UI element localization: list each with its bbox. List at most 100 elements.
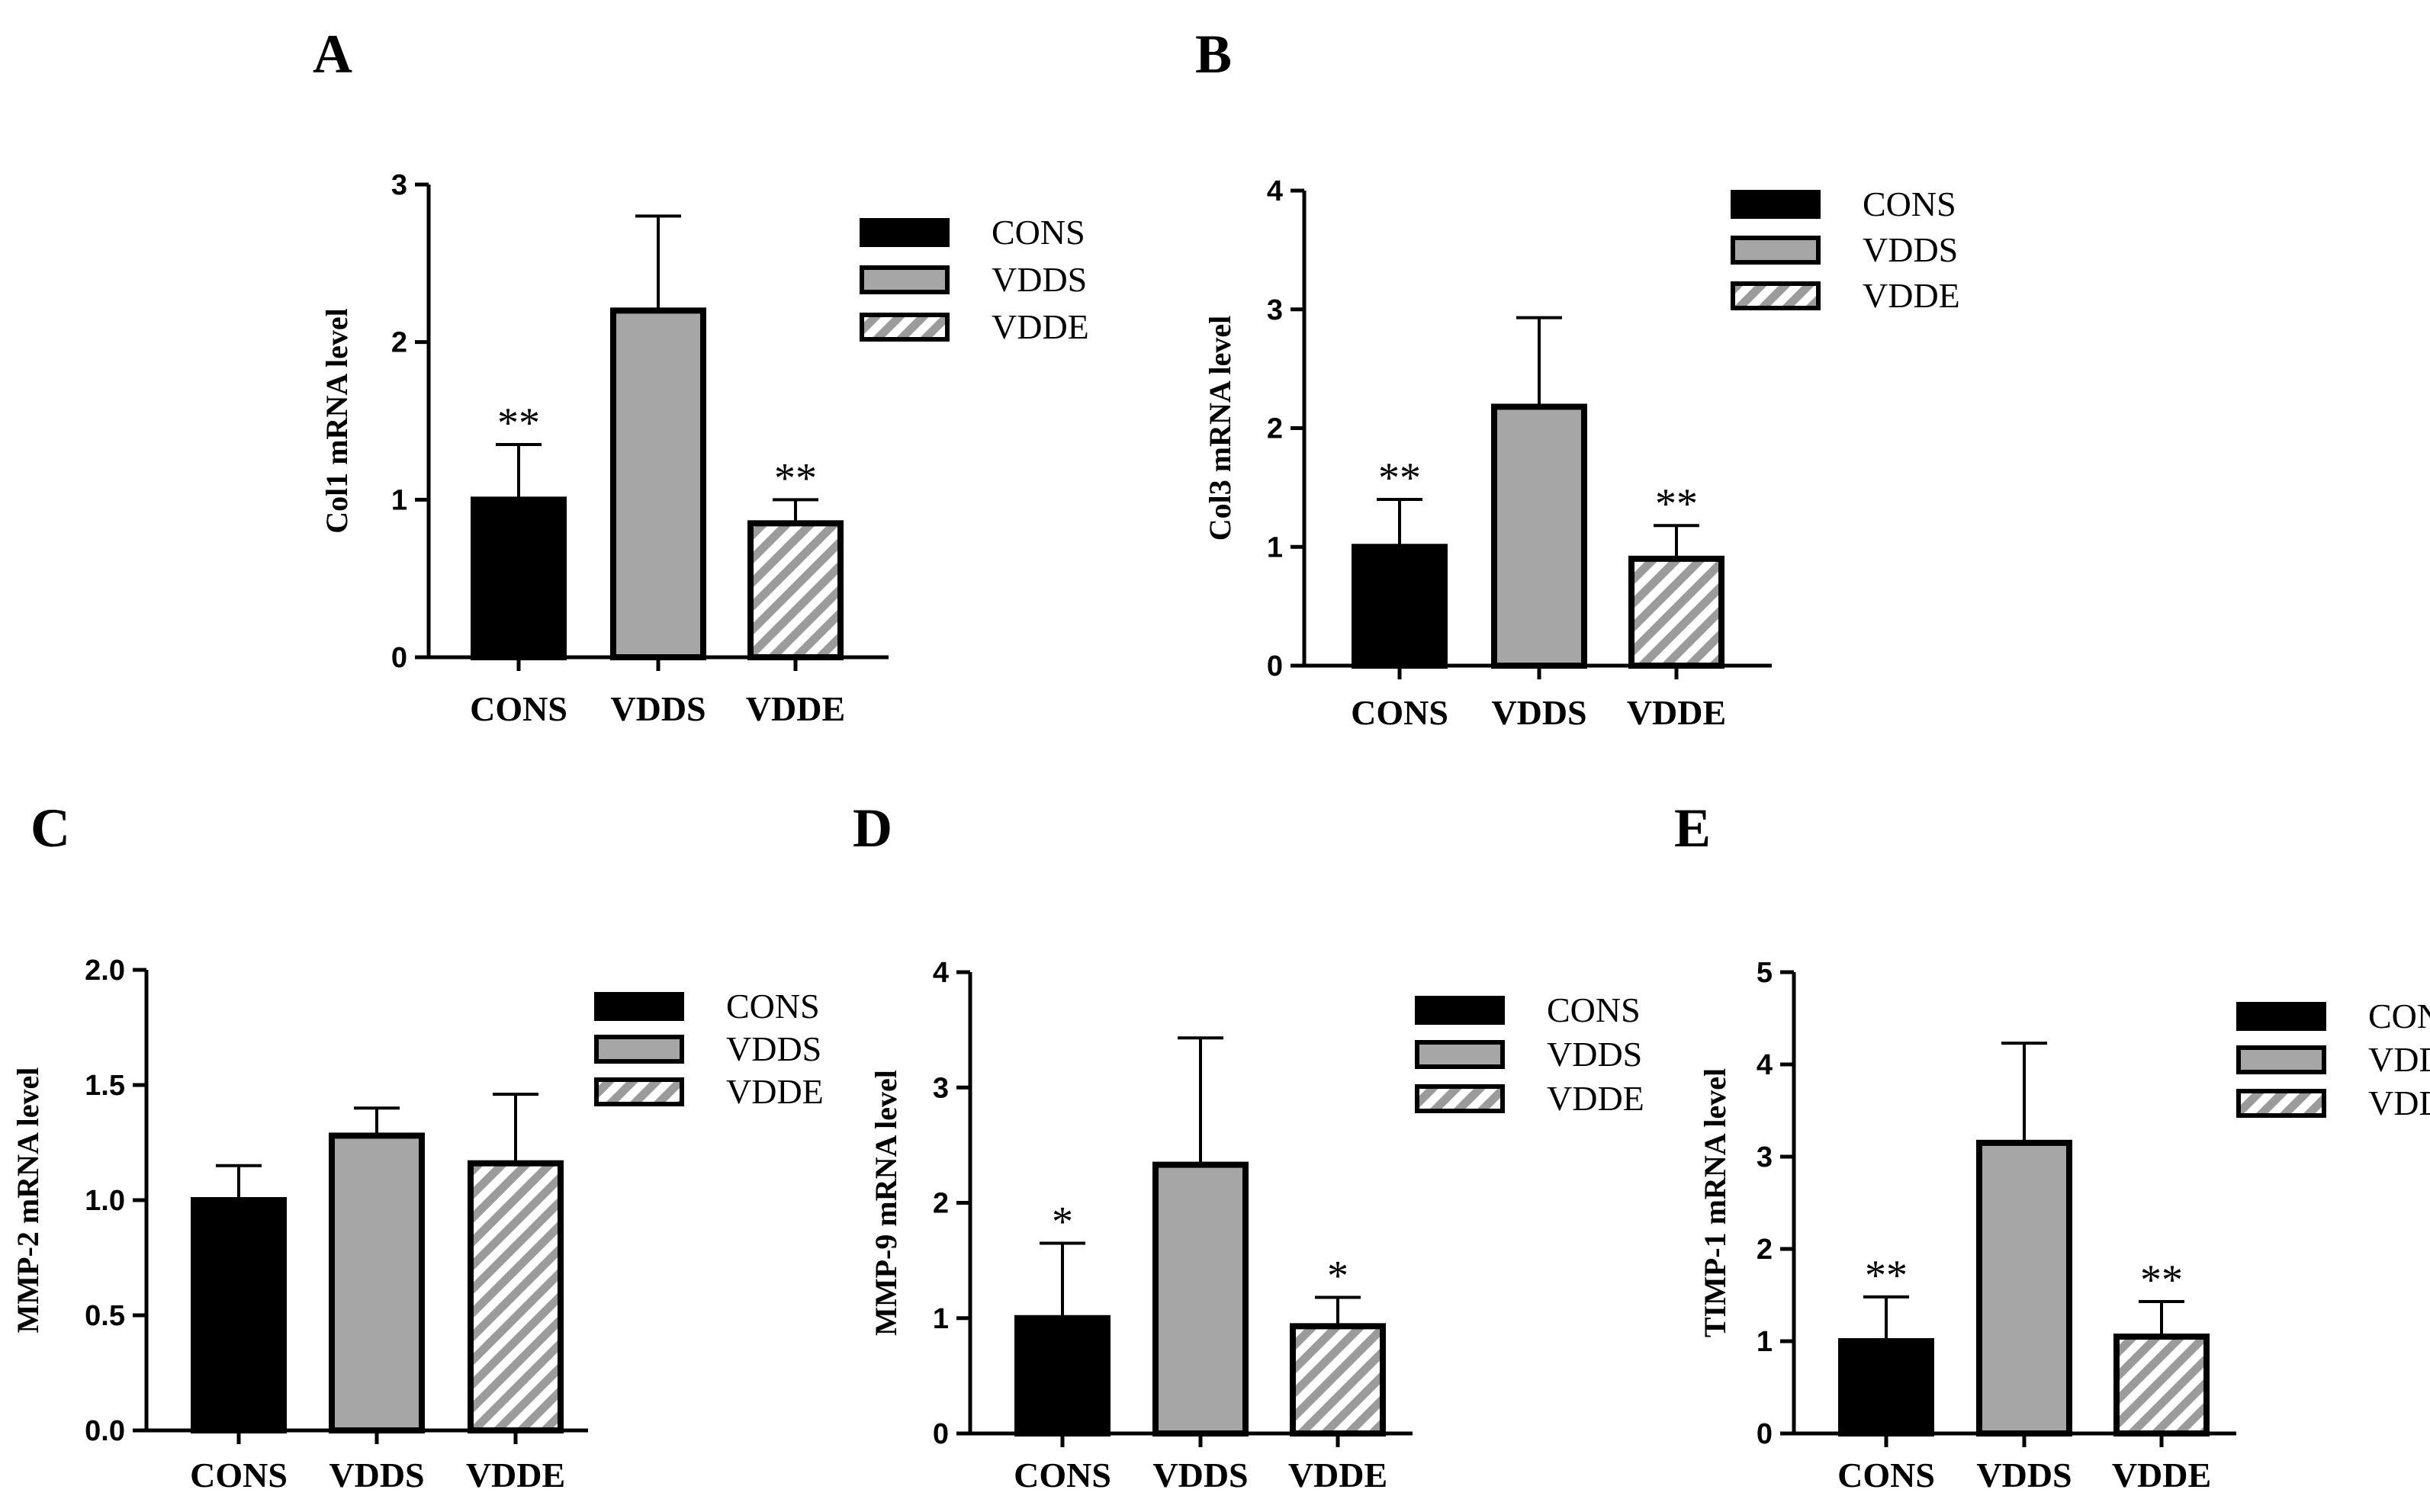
panel-e-ytick-label: 0 [1757, 1418, 1773, 1450]
panel-a-legend-swatch-cons [860, 218, 950, 247]
panel-c-ylabel: MMP-2 mRNA level [11, 1067, 45, 1334]
panel-b-xtick-label-cons: CONS [1351, 693, 1448, 732]
panel-d-significance-vdde: * [1327, 1253, 1348, 1300]
panel-d-xtick-label-vdds: VDDS [1152, 1456, 1248, 1494]
panel-d-bar-vdde [1290, 1323, 1386, 1437]
panel-e-ytick-label: 2 [1757, 1234, 1773, 1266]
panel-d-ylabel: MMP-9 mRNA level [869, 1070, 903, 1336]
panel-a-letter: A [313, 24, 352, 85]
panel-e-ytick-label: 5 [1757, 957, 1773, 989]
panel-b-legend-swatch-vdds [1731, 236, 1821, 265]
panel-d-ytick-label: 3 [933, 1072, 949, 1104]
panel-d-ytick-label: 0 [933, 1418, 949, 1450]
panel-b-ylabel: Col3 mRNA level [1203, 316, 1237, 541]
panel-d-legend-label-vdde: VDDE [1547, 1079, 1644, 1118]
panel-e-legend-swatch-cons [2236, 1002, 2326, 1031]
panel-e-ytick-label: 3 [1757, 1141, 1773, 1173]
panel-b-ytick-label: 0 [1267, 650, 1283, 682]
panel-e-xtick-label-vdds: VDDS [1976, 1456, 2072, 1494]
panel-a-significance-vdde: ** [774, 454, 817, 502]
panel-c-xtick-label-vdde: VDDE [466, 1456, 565, 1494]
panel-e-legend-label-vdde: VDDE [2368, 1083, 2430, 1122]
panel-b-legend-swatch-vdde [1731, 281, 1821, 310]
panel-c-legend-swatch-cons [594, 992, 684, 1021]
panel-a-legend-label-vdde: VDDE [992, 307, 1089, 346]
panel-d-ytick-label: 2 [933, 1188, 949, 1220]
panel-c-bar-cons [191, 1197, 287, 1433]
panel-d-legend-swatch-vdds [1415, 1040, 1505, 1069]
panel-a-legend-label-cons: CONS [992, 213, 1085, 252]
panel-a-bar-cons [471, 496, 567, 660]
panel-c-bar-vdde [468, 1160, 564, 1434]
panel-a-legend-label-vdds: VDDS [992, 260, 1087, 299]
panel-d-xtick-label-cons: CONS [1014, 1456, 1111, 1494]
panel-c-ytick-label: 1.5 [85, 1070, 125, 1102]
panel-d-ytick-label: 4 [933, 957, 949, 989]
panel-b-ytick-label: 3 [1267, 294, 1283, 326]
panel-b-ytick-label: 4 [1267, 175, 1283, 207]
panel-a-ytick-label: 3 [391, 169, 407, 201]
panel-d-xtick-label-vdde: VDDE [1288, 1456, 1387, 1494]
panel-a-xtick-label-vdds: VDDS [610, 689, 706, 728]
panel-e-xtick-label-vdde: VDDE [2112, 1456, 2211, 1494]
panel-a-ylabel: Col1 mRNA level [320, 308, 354, 534]
panel-d-legend-swatch-cons [1415, 996, 1505, 1025]
panel-b-xtick-label-vdde: VDDE [1627, 693, 1726, 732]
panel-c-ytick-label: 0.0 [85, 1415, 125, 1447]
panel-a-significance-cons: ** [497, 400, 540, 447]
panel-c-ytick-label: 1.0 [85, 1185, 125, 1217]
panel-b-legend-swatch-cons [1731, 190, 1821, 219]
panel-b-bar-vdds [1491, 403, 1587, 669]
panel-e-bar-cons [1838, 1338, 1934, 1437]
panel-b-bar-vdde [1628, 555, 1724, 669]
panel-c-legend-swatch-vdds [594, 1035, 684, 1064]
panel-a-ytick-label: 1 [391, 484, 407, 516]
panel-c-ytick-label: 2.0 [85, 955, 125, 987]
panel-e-ytick-label: 4 [1757, 1049, 1773, 1081]
panel-a-ytick-label: 0 [391, 642, 407, 674]
panel-e-significance-vdde: ** [2140, 1257, 2183, 1304]
panel-e-bar-vdds [1976, 1139, 2072, 1437]
panel-e-significance-cons: ** [1865, 1252, 1908, 1299]
panel-c-legend-label-vdds: VDDS [726, 1029, 821, 1068]
panel-b-legend-label-vdds: VDDS [1863, 230, 1958, 269]
panel-a-bar-vdds [610, 307, 706, 660]
panel-a-xtick-label-vdde: VDDE [746, 689, 845, 728]
panel-b-significance-cons: ** [1378, 454, 1421, 502]
panel-a-xtick-label-cons: CONS [470, 689, 567, 728]
panel-d-legend-label-vdds: VDDS [1547, 1035, 1642, 1074]
panel-c-legend-swatch-vdde [594, 1077, 684, 1106]
panel-c-letter: C [31, 798, 70, 859]
panel-a-bar-vdde [747, 520, 844, 660]
panel-b-letter: B [1195, 24, 1232, 85]
panel-c-xtick-label-vdds: VDDS [329, 1456, 424, 1494]
panel-b-xtick-label-vdds: VDDS [1491, 693, 1586, 732]
panel-c-legend-label-cons: CONS [726, 987, 820, 1026]
panel-d-significance-cons: * [1052, 1198, 1073, 1245]
panel-d-legend-label-cons: CONS [1547, 990, 1641, 1029]
panel-c-bar-vdds [329, 1132, 425, 1433]
panel-b-ytick-label: 1 [1267, 531, 1283, 563]
panel-b-legend-label-cons: CONS [1863, 185, 1956, 223]
panel-e-legend-swatch-vdds [2236, 1045, 2326, 1074]
panel-e-legend-label-vdds: VDDS [2368, 1040, 2430, 1079]
panel-d-legend-swatch-vdde [1415, 1084, 1505, 1113]
panel-d-bar-vdds [1152, 1161, 1249, 1437]
panel-e-legend-swatch-vdde [2236, 1089, 2326, 1118]
panel-b-bar-cons [1352, 544, 1448, 669]
panel-b-legend-label-vdde: VDDE [1863, 276, 1960, 315]
panel-c-legend-label-vdde: VDDE [726, 1072, 824, 1111]
panel-a-legend-swatch-vdds [860, 265, 950, 294]
panel-d-bar-cons [1014, 1315, 1111, 1437]
panel-d-letter: D [853, 798, 892, 859]
panel-b-significance-vdde: ** [1655, 480, 1698, 528]
panel-e-letter: E [1674, 798, 1711, 859]
panel-c-ytick-label: 0.5 [85, 1300, 125, 1332]
panel-e-ylabel: TIMP-1 mRNA level [1698, 1068, 1732, 1337]
panel-e-bar-vdde [2113, 1333, 2210, 1437]
panel-d-ytick-label: 1 [933, 1303, 949, 1335]
panel-e-xtick-label-cons: CONS [1837, 1456, 1935, 1494]
panel-b-ytick-label: 2 [1267, 413, 1283, 445]
panel-a-ytick-label: 2 [391, 327, 407, 359]
